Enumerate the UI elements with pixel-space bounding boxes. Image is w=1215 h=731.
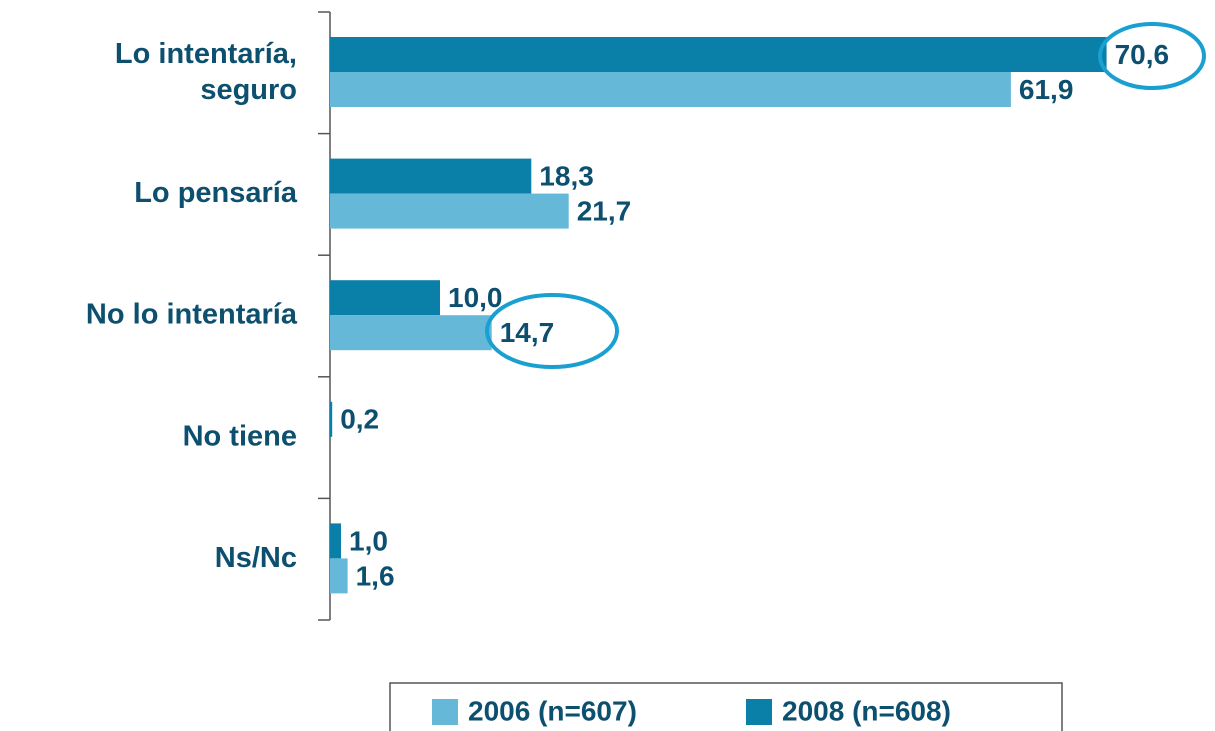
data-label: 18,3 (539, 160, 594, 191)
category-label: Lo pensaría (134, 177, 298, 209)
data-label: 0,2 (340, 404, 379, 435)
bar (330, 558, 348, 594)
highlight-circle (1098, 22, 1206, 90)
bar (330, 37, 1107, 72)
data-label: 10,0 (448, 282, 503, 313)
legend-label: 2006 (n=607) (468, 695, 637, 726)
bar (330, 193, 569, 229)
data-label: 61,9 (1019, 74, 1074, 105)
data-label: 14,7 (500, 317, 555, 348)
bar (330, 158, 532, 194)
data-label: 1,6 (356, 560, 395, 591)
bar (330, 280, 440, 316)
legend-swatch (432, 699, 458, 725)
legend-swatch (746, 699, 772, 725)
category-label: No tiene (183, 420, 297, 452)
data-label: 21,7 (577, 195, 632, 226)
category-label: No lo intentaría (86, 299, 298, 331)
bar (330, 72, 1011, 107)
category-label: Ns/Nc (215, 542, 297, 574)
legend-label: 2008 (n=608) (782, 695, 951, 726)
highlight-circle (485, 293, 619, 369)
bar (330, 315, 492, 351)
bar (330, 523, 341, 559)
data-label: 1,0 (349, 525, 388, 556)
category-label: Lo intentaría, seguro (115, 37, 297, 105)
data-label: 70,6 (1115, 39, 1170, 70)
legend-box (389, 682, 1063, 731)
bar (330, 401, 333, 437)
